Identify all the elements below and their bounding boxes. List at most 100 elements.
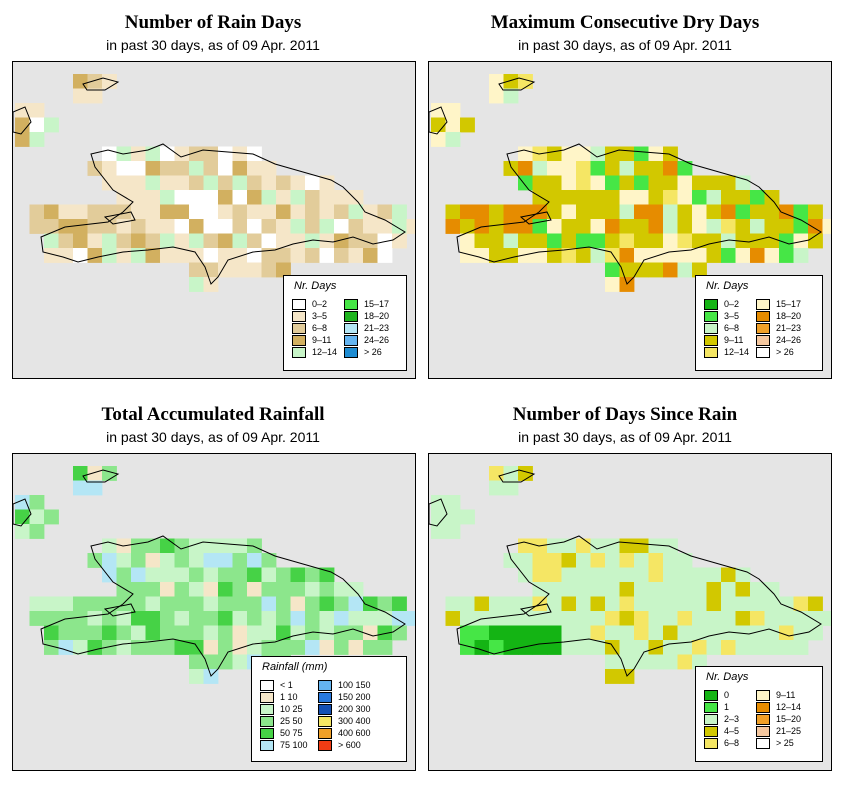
map-cell — [102, 146, 117, 162]
map-cell — [648, 567, 664, 583]
map-cell — [677, 175, 693, 191]
map-cell — [547, 596, 562, 612]
legend-label: 15–17 — [776, 299, 802, 309]
map-cell — [431, 117, 446, 133]
legend-label: 400 600 — [338, 728, 371, 738]
map-canvas — [13, 466, 415, 684]
map-cell — [518, 625, 533, 641]
panel-title-rainfall: Total Accumulated Rainfall — [101, 404, 325, 425]
map-cell — [73, 625, 88, 641]
map-cell — [648, 204, 664, 220]
map-cell — [474, 233, 490, 249]
map-cell — [247, 233, 262, 249]
legend-label: > 26 — [364, 347, 382, 357]
map-cell — [547, 161, 562, 176]
map-cell — [15, 132, 30, 147]
map-cell — [73, 640, 88, 655]
map-cell — [305, 640, 320, 655]
map-cell — [189, 262, 204, 278]
map-cell — [489, 248, 504, 263]
map-cell — [334, 219, 349, 234]
legend-swatch — [756, 713, 770, 725]
legend-swatch — [756, 310, 770, 322]
map-cell — [348, 640, 364, 655]
map-cell — [750, 248, 765, 263]
map-cell — [648, 611, 664, 626]
map-cell — [102, 625, 117, 641]
map-cell — [503, 480, 519, 496]
map-cell — [247, 596, 262, 612]
legend-label: 9–11 — [776, 690, 796, 700]
map-cell — [561, 219, 577, 234]
map-cell — [218, 248, 233, 263]
map-cell — [348, 233, 364, 249]
legend-item: 200 300 — [318, 703, 371, 715]
legend-item: 4–5 — [704, 725, 739, 737]
map-cell — [102, 553, 117, 568]
map-cell — [547, 538, 562, 554]
map-cell — [561, 640, 577, 655]
map-cell — [590, 625, 606, 641]
map-cell — [116, 567, 132, 583]
legend-rain-days: Nr. Days 0–2 3–5 6–8 9–11 12–14 15–17 18–20 21–… — [283, 275, 407, 371]
map-cell — [160, 190, 175, 205]
legend-item: 300 400 — [318, 715, 371, 727]
map-cell — [116, 553, 132, 568]
map-cell — [189, 640, 204, 655]
map-cell — [73, 248, 88, 263]
legend-swatch — [344, 334, 358, 346]
map-cell — [576, 538, 591, 554]
legend-swatch — [260, 727, 274, 739]
map-cell — [561, 190, 577, 205]
island-outline — [103, 603, 136, 617]
map-cell — [779, 233, 794, 249]
map-cell — [489, 466, 504, 481]
legend-label: 21–23 — [364, 323, 390, 333]
map-cell — [305, 219, 320, 234]
legend-label: 75 100 — [280, 740, 308, 750]
map-cell — [706, 611, 722, 626]
map-cell — [290, 190, 306, 205]
map-cell — [203, 582, 219, 597]
map-cell — [319, 611, 335, 626]
map-cell — [721, 204, 736, 220]
map-cell — [648, 175, 664, 191]
map-cell — [474, 248, 490, 263]
legend-swatch — [756, 701, 770, 713]
map-cell — [276, 640, 291, 655]
map-cell — [290, 582, 306, 597]
map-cell — [503, 625, 519, 641]
map-cell — [29, 509, 45, 525]
map-cell — [503, 596, 519, 612]
map-cell — [605, 596, 620, 612]
map-cell — [58, 640, 74, 655]
map-cell — [160, 611, 175, 626]
coastline — [40, 143, 406, 285]
map-cell — [518, 175, 533, 191]
map-cell — [203, 625, 219, 641]
map-cell — [532, 190, 548, 205]
map-cell — [348, 190, 364, 205]
map-cell — [232, 262, 248, 278]
map-cell — [590, 204, 606, 220]
map-cell — [131, 175, 146, 191]
map-cell — [721, 567, 736, 583]
map-cell — [247, 175, 262, 191]
map-cell — [261, 553, 277, 568]
map-cell — [102, 233, 117, 249]
map-cell — [706, 190, 722, 205]
legend-item: 18–20 — [756, 310, 801, 322]
map-cell — [793, 596, 809, 612]
map-cell — [363, 640, 378, 655]
panel-subtitle-rainfall: in past 30 days, as of 09 Apr. 2011 — [106, 429, 320, 445]
map-cell — [692, 596, 707, 612]
map-cell — [305, 611, 320, 626]
map-cell — [445, 132, 461, 147]
map-cell — [750, 233, 765, 249]
map-cell — [145, 219, 161, 234]
legend-label: 50 75 — [280, 728, 303, 738]
map-cell — [663, 596, 678, 612]
legend-swatch — [704, 322, 718, 334]
map-cell — [189, 204, 204, 220]
map-cell — [663, 611, 678, 626]
